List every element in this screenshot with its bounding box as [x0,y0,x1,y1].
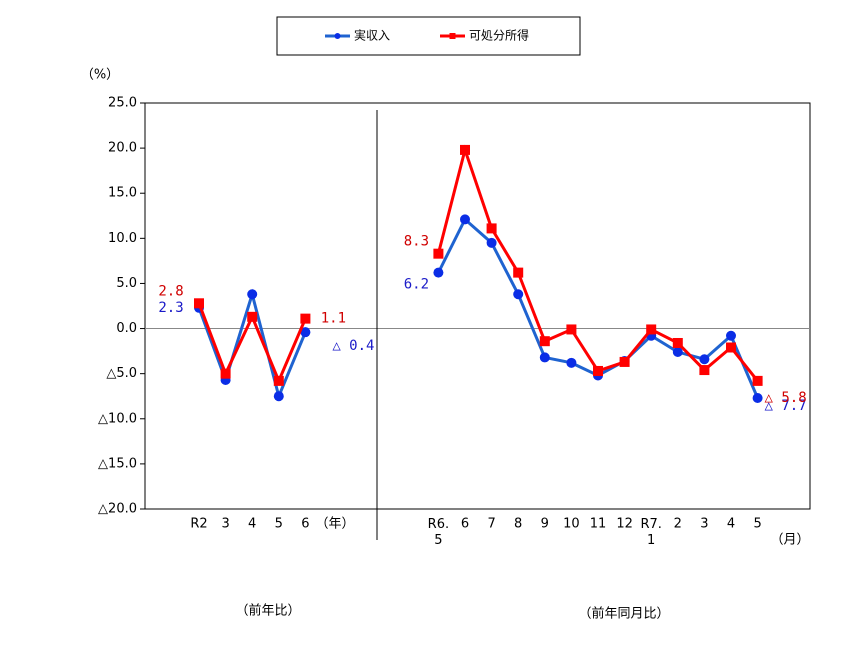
y-unit: （%） [81,68,119,83]
x-unit: （月） [770,533,809,548]
plot-area [144,102,811,510]
marker [460,214,470,225]
data-label: 2.8 [158,283,183,299]
legend-box [276,16,581,56]
marker [486,237,497,248]
marker [273,375,284,386]
marker [619,356,630,367]
marker [539,336,550,347]
marker [566,324,577,335]
data-label: 1.1 [321,311,346,327]
x-tick-label: R2 [190,517,207,532]
series-line [436,144,759,382]
y-tick-label: 5.0 [116,276,137,291]
data-label: △ 5.8 [765,390,807,406]
marker [726,330,736,341]
legend-label: 実収入 [354,28,390,43]
data-label: △ 7.7 [765,398,807,414]
y-tick-label: △15.0 [98,456,137,471]
x-tick-label: 8 [514,517,522,532]
marker [672,347,683,358]
y-tick-label: △5.0 [106,366,137,381]
marker [699,365,710,376]
marker [593,365,603,376]
x-tick-label: 5 [275,517,283,532]
marker [433,267,444,278]
x-tick-label: 11 [590,517,607,532]
marker [513,289,524,300]
x-tick-label: 10 [563,517,580,532]
x-tick-label: R6. 5 [428,517,449,548]
x-tick-label: 3 [221,517,229,532]
marker [460,144,470,155]
marker [194,298,204,309]
marker [752,393,763,404]
marker [672,337,683,348]
y-tick-label: 25.0 [108,96,137,111]
x-tick-label: 4 [727,517,735,532]
y-tick-label: △20.0 [98,502,137,517]
marker [726,342,736,353]
data-label: 6.2 [404,277,429,293]
marker [566,357,577,368]
y-tick-label: △10.0 [98,411,137,426]
legend-marker [449,33,456,39]
x-tick-label: 4 [248,517,256,532]
x-tick-label: 6 [461,517,469,532]
caption: （前年同月比） [578,606,669,622]
marker [300,327,311,338]
data-label: 2.3 [158,300,183,316]
marker [433,248,444,259]
marker [247,289,258,300]
x-tick-label: R7. 1 [640,517,661,548]
marker [247,311,258,322]
y-tick-label: 15.0 [108,186,137,201]
marker [486,223,497,234]
x-tick-label: 5 [753,517,761,532]
marker [273,391,284,402]
legend-label: 可処分所得 [469,28,529,43]
marker [539,352,550,363]
marker [646,324,657,335]
data-label: △ 0.4 [332,338,374,354]
x-unit: （年） [315,517,354,532]
x-tick-label: 6 [301,517,309,532]
x-tick-label: 7 [487,517,495,532]
x-tick-label: 3 [700,517,708,532]
x-tick-label: 2 [674,517,682,532]
data-label: 8.3 [404,234,429,250]
y-tick-label: 0.0 [116,321,137,336]
marker [752,375,763,386]
marker [220,368,231,379]
x-tick-label: 12 [616,517,633,532]
y-tick-label: 20.0 [108,141,137,156]
x-tick-label: 9 [541,517,549,532]
marker [300,313,311,324]
caption: （前年比） [235,603,300,619]
legend-marker [334,33,341,39]
marker [513,267,524,278]
y-tick-label: 10.0 [108,231,137,246]
marker [699,354,710,365]
